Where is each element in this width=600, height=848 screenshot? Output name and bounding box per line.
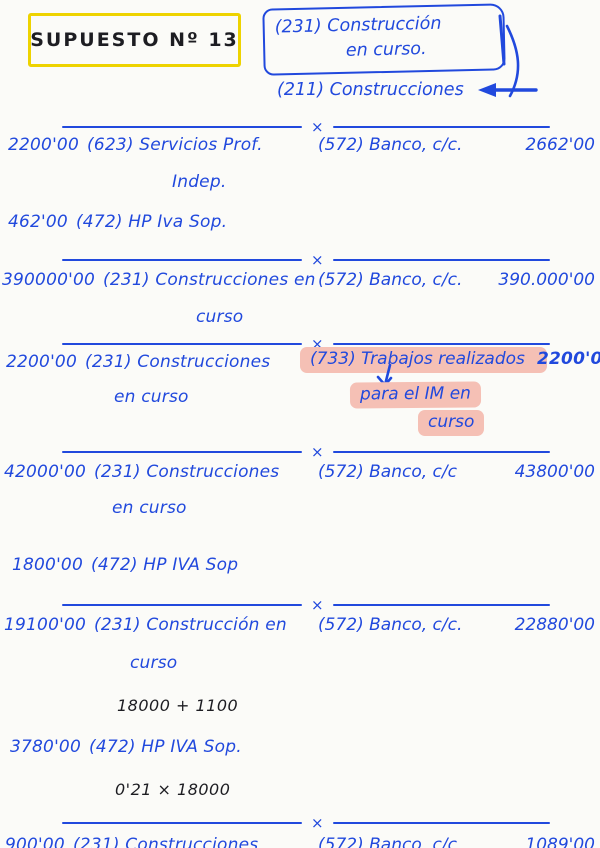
debit-account-continuation: en curso xyxy=(114,387,189,407)
highlighted-credit-line: (733) Trabajos realizados xyxy=(300,347,547,374)
debit-amount: 900'00 xyxy=(5,835,65,848)
entry-divider: × xyxy=(0,117,600,137)
credit-account: (572) Banco, c/c xyxy=(318,462,457,482)
debit-line: 462'00 (472) HP Iva Sop. xyxy=(8,211,227,233)
debit-line: 390000'00 (231) Construcciones en xyxy=(2,269,316,291)
divider-line-right xyxy=(332,343,550,345)
divider-line-left xyxy=(62,126,302,128)
divider-x-mark: × xyxy=(311,250,324,269)
credit-line: (572) Banco, c/c. 22880'00 xyxy=(318,614,595,636)
credit-amount: 2200'00 xyxy=(537,349,600,369)
divider-x-mark: × xyxy=(311,595,324,614)
debit-account: (231) Construcciones xyxy=(72,835,259,848)
debit-account: (623) Servicios Prof. xyxy=(86,135,263,155)
divider-line-right xyxy=(332,259,550,261)
credit-amount: 2662'00 xyxy=(525,135,595,155)
divider-x-mark: × xyxy=(311,117,324,136)
debit-line: 42000'00 (231) Construcciones xyxy=(4,461,279,483)
highlighted-credit-line: curso xyxy=(418,410,485,437)
debit-amount: 1800'00 xyxy=(12,555,83,575)
divider-line-right xyxy=(332,451,550,453)
debit-account-continuation: Indep. xyxy=(172,172,227,192)
note-under-row: (211) Construcciones xyxy=(277,80,538,100)
divider-line-left xyxy=(62,451,302,453)
debit-line: 19100'00 (231) Construcción en xyxy=(4,614,287,636)
debit-line: 2200'00 (231) Construcciones xyxy=(6,351,270,373)
debit-line: 900'00 (231) Construcciones xyxy=(5,834,258,848)
divider-line-left xyxy=(62,259,302,261)
left-arrow-icon xyxy=(477,83,538,97)
debit-account-continuation: curso xyxy=(196,307,244,327)
credit-line: (572) Banco, c/c. 2662'00 xyxy=(318,134,595,156)
divider-line-right xyxy=(332,822,550,824)
debit-account-continuation: en curso xyxy=(112,498,187,518)
credit-line: (572) Banco, c/c 43800'00 xyxy=(318,461,595,483)
debit-account: (472) HP Iva Sop. xyxy=(75,212,228,232)
credit-account: (572) Banco, c/c. xyxy=(318,135,463,155)
debit-amount: 3780'00 xyxy=(10,737,81,757)
debit-line: 2200'00 (623) Servicios Prof. xyxy=(8,134,263,156)
debit-account: (231) Construcciones en xyxy=(103,270,316,290)
highlighted-credit-line: para el IM en xyxy=(349,381,482,409)
credit-amount: 22880'00 xyxy=(514,615,595,635)
credit-account: (572) Banco, c/c xyxy=(318,835,457,848)
divider-line-right xyxy=(332,604,550,606)
divider-line-left xyxy=(62,822,302,824)
entry-divider: × xyxy=(0,595,600,615)
divider-line-right xyxy=(332,126,550,128)
entry-divider: × xyxy=(0,442,600,462)
debit-amount: 390000'00 xyxy=(2,270,96,290)
debit-account-continuation: curso xyxy=(130,653,178,673)
credit-amount: 43800'00 xyxy=(514,462,595,482)
debit-amount: 462'00 xyxy=(8,212,68,232)
credit-line: (572) Banco, c/c 1089'00 xyxy=(318,834,595,848)
debit-amount: 19100'00 xyxy=(4,615,86,635)
debit-line: 3780'00 (472) HP IVA Sop. xyxy=(10,736,242,758)
page-title: SUPUESTO Nº 13 xyxy=(30,29,239,51)
divider-x-mark: × xyxy=(311,442,324,461)
credit-amount: 390.000'00 xyxy=(498,270,595,290)
divider-line-left xyxy=(62,604,302,606)
debit-amount: 2200'00 xyxy=(8,135,79,155)
debit-amount: 2200'00 xyxy=(6,352,77,372)
debit-account: (231) Construcción en xyxy=(94,615,287,635)
debit-line: 1800'00 (472) HP IVA Sop xyxy=(12,554,238,576)
debit-account: (472) HP IVA Sop xyxy=(90,555,239,575)
title-box: SUPUESTO Nº 13 xyxy=(28,13,241,67)
account-note-box: (231) Construcción en curso. xyxy=(262,3,506,76)
debit-amount: 42000'00 xyxy=(4,462,86,482)
debit-account: (472) HP IVA Sop. xyxy=(88,737,242,757)
credit-account: (572) Banco, c/c. xyxy=(318,615,463,635)
note-box-line2: en curso. xyxy=(345,39,427,62)
credit-amount: 1089'00 xyxy=(525,835,595,848)
calculation-note: 18000 + 1100 xyxy=(117,696,239,715)
credit-line: (572) Banco, c/c. 390.000'00 xyxy=(318,269,595,291)
calculation-note: 0'21 × 18000 xyxy=(115,780,231,799)
credit-account: (572) Banco, c/c. xyxy=(318,270,463,290)
debit-account: (231) Construcciones xyxy=(94,462,280,482)
entry-divider: × xyxy=(0,250,600,270)
divider-x-mark: × xyxy=(311,813,324,832)
divider-line-left xyxy=(62,343,302,345)
debit-account: (231) Construcciones xyxy=(84,352,271,372)
entry-divider: × xyxy=(0,813,600,833)
note-under-text: (211) Construcciones xyxy=(277,80,464,100)
